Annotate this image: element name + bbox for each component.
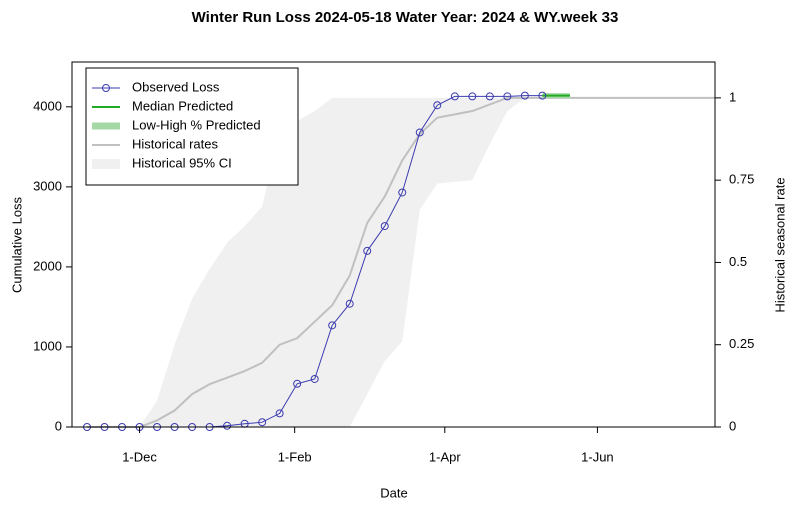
y2-tick-label: 0 <box>729 418 736 433</box>
y2-tick-label: 1 <box>729 89 736 104</box>
y2-axis-label: Historical seasonal rate <box>772 177 787 312</box>
y-tick-label: 1000 <box>33 338 62 353</box>
point <box>258 418 267 427</box>
y2-tick-label: 0.5 <box>729 254 747 269</box>
legend-label: Low-High % Predicted <box>132 117 261 132</box>
point <box>310 374 319 383</box>
y-tick-label: 3000 <box>33 178 62 193</box>
y-tick-label: 4000 <box>33 98 62 113</box>
legend-label: Median Predicted <box>132 98 233 113</box>
point <box>223 421 232 430</box>
point <box>363 246 372 255</box>
point <box>275 409 284 418</box>
chart-title: Winter Run Loss 2024-05-18 Water Year: 2… <box>192 9 619 26</box>
legend-marker <box>102 84 110 92</box>
legend-box <box>85 67 299 186</box>
point <box>485 92 494 101</box>
point <box>468 92 477 101</box>
point <box>520 91 529 100</box>
point <box>398 188 407 197</box>
point <box>450 92 459 101</box>
point <box>503 92 512 101</box>
point <box>433 101 442 110</box>
y-tick-label: 0 <box>55 418 62 433</box>
x-tick-label: 1-Feb <box>278 449 312 464</box>
point <box>345 299 354 308</box>
y2-tick-label: 0.25 <box>729 336 754 351</box>
y-tick-label: 2000 <box>33 258 62 273</box>
x-tick-label: 1-Jun <box>581 449 614 464</box>
legend-label: Observed Loss <box>132 79 220 94</box>
y-axis-label: Cumulative Loss <box>9 196 24 293</box>
legend-label: Historical rates <box>132 136 218 151</box>
legend-label: Historical 95% CI <box>132 155 232 170</box>
band <box>87 97 543 427</box>
point <box>415 128 424 137</box>
y2-tick-label: 0.75 <box>729 172 754 187</box>
point <box>293 379 302 388</box>
point <box>380 222 389 231</box>
x-tick-label: 1-Apr <box>429 449 461 464</box>
x-tick-label: 1-Dec <box>122 449 157 464</box>
line <box>87 96 715 428</box>
point <box>538 91 547 100</box>
x-axis-label: Date <box>380 485 407 500</box>
point <box>328 321 337 330</box>
